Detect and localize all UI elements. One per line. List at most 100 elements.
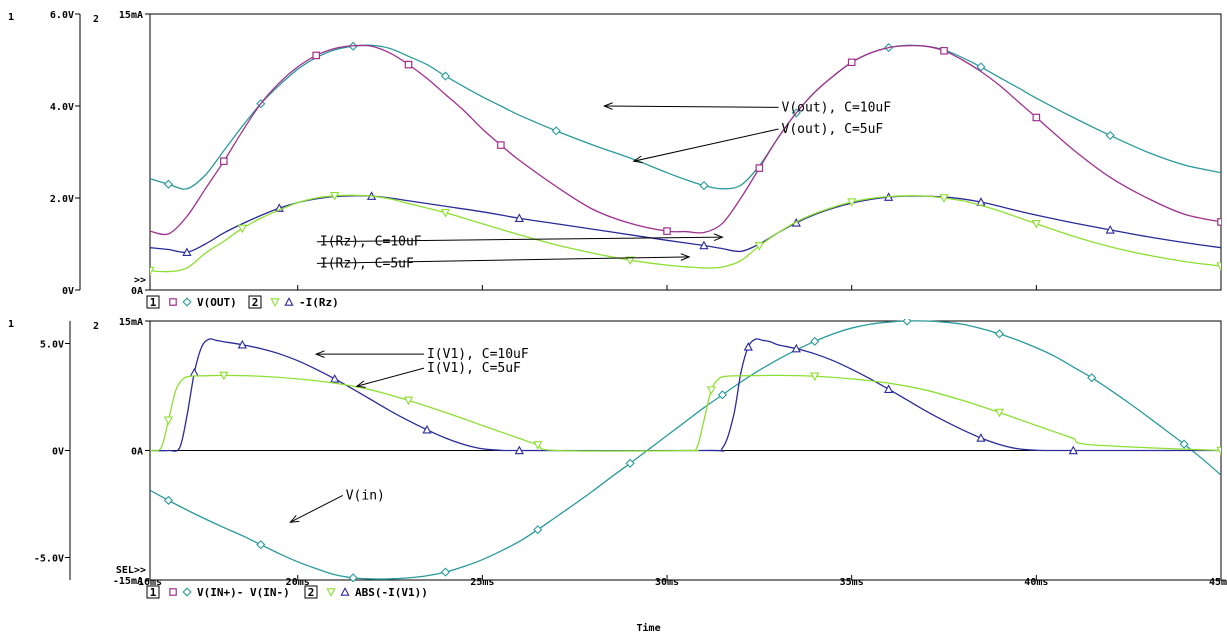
annotation-label: I(V1), C=5uF bbox=[427, 361, 521, 376]
data-point bbox=[163, 179, 174, 189]
left-axis-index: 1 bbox=[8, 319, 14, 330]
data-point bbox=[810, 336, 820, 346]
data-point bbox=[348, 573, 358, 582]
data-point bbox=[1031, 220, 1041, 229]
annotation-arrow-head bbox=[713, 233, 724, 241]
left-tick-label: 2.0V bbox=[50, 194, 74, 205]
series-line-tri-down bbox=[150, 194, 1221, 273]
series-square bbox=[150, 44, 1221, 236]
data-point bbox=[994, 408, 1005, 418]
legend-marker-tri-up bbox=[284, 297, 294, 306]
annotation-label: I(V1), C=10uF bbox=[427, 347, 529, 362]
annotation-label: I(Rz), C=5uF bbox=[320, 256, 414, 271]
data-point bbox=[791, 343, 801, 353]
data-point bbox=[663, 227, 671, 235]
annotation-arrow-line bbox=[633, 128, 779, 162]
annotation-arrow-line bbox=[290, 495, 343, 523]
x-tick-label: 16ms bbox=[138, 577, 162, 588]
legend-trace-name: V(IN+)- V(IN-) bbox=[197, 586, 290, 599]
right-tick-label: 0A bbox=[131, 447, 143, 458]
x-tick-label: 25ms bbox=[470, 577, 494, 588]
series-tri-up bbox=[150, 191, 1221, 257]
data-point bbox=[1032, 113, 1041, 122]
legend-trace-name: ABS(-I(V1)) bbox=[355, 586, 428, 599]
annotation-label: V(in) bbox=[346, 488, 385, 503]
x-tick-label: 30ms bbox=[655, 577, 679, 588]
x-tick-label: 40ms bbox=[1024, 577, 1048, 588]
right-tick-label: 0A bbox=[131, 286, 143, 297]
data-point bbox=[533, 525, 543, 535]
annotation-label: I(Rz), C=10uF bbox=[320, 235, 422, 250]
legend-axis-box bbox=[146, 585, 160, 599]
annotation-arrow-head bbox=[314, 350, 325, 358]
annotation-label: V(out), C=5uF bbox=[782, 122, 884, 137]
selection-marker: SEL>> bbox=[116, 565, 146, 576]
data-point bbox=[810, 372, 820, 382]
legend-trace-name: V(OUT) bbox=[197, 296, 237, 309]
data-point bbox=[1068, 445, 1078, 455]
legend-marker-square bbox=[169, 298, 177, 306]
legend-axis-box bbox=[248, 295, 262, 309]
legend-marker-diamond bbox=[182, 587, 192, 597]
right-tick-label: 15mA bbox=[119, 10, 143, 21]
data-point bbox=[150, 266, 155, 276]
series-diamond bbox=[150, 41, 1221, 191]
plot-frame-top bbox=[149, 13, 1222, 291]
data-point bbox=[219, 371, 229, 381]
series-line-diamond bbox=[150, 44, 1221, 190]
series-line-tri-down bbox=[150, 374, 1221, 452]
data-point bbox=[533, 441, 543, 450]
legend-trace-name: -I(Rz) bbox=[299, 296, 339, 309]
data-point bbox=[1105, 130, 1115, 141]
legend-axis-number: 1 bbox=[150, 296, 157, 309]
legend-axis-box bbox=[146, 295, 160, 309]
series-line-square bbox=[150, 44, 1221, 236]
data-point bbox=[940, 46, 948, 55]
data-point bbox=[440, 71, 451, 81]
data-point bbox=[743, 342, 753, 351]
data-point bbox=[994, 329, 1004, 339]
x-axis-title: Time bbox=[637, 622, 661, 634]
left-tick-label: 6.0V bbox=[50, 10, 74, 21]
data-point bbox=[847, 198, 857, 207]
annotation-arrow-head bbox=[632, 155, 643, 164]
data-point bbox=[699, 240, 709, 250]
legend-marker-tri-down bbox=[270, 298, 280, 307]
annotation-arrow-head bbox=[602, 102, 613, 110]
series-tri-down bbox=[150, 192, 1221, 276]
data-point bbox=[189, 367, 199, 377]
annotation-arrow-line bbox=[316, 236, 723, 243]
annotation-arrow-line bbox=[356, 367, 425, 387]
legend-axis-box bbox=[304, 585, 318, 599]
data-point bbox=[1216, 446, 1221, 456]
annotation-arrow-line bbox=[316, 256, 690, 264]
selection-marker: >> bbox=[134, 275, 146, 286]
data-point bbox=[514, 445, 524, 455]
data-point bbox=[1105, 224, 1115, 234]
data-point bbox=[237, 224, 247, 234]
right-tick-label: 15mA bbox=[119, 317, 143, 328]
right-axis-index: 2 bbox=[93, 14, 99, 25]
data-point bbox=[902, 319, 912, 326]
x-tick-label: 45ms bbox=[1209, 577, 1227, 588]
data-point bbox=[514, 213, 524, 222]
legend-marker-tri-down bbox=[326, 588, 336, 597]
legend-axis-number: 1 bbox=[150, 586, 157, 599]
data-point bbox=[755, 164, 764, 172]
left-tick-label: 4.0V bbox=[50, 102, 74, 113]
data-point bbox=[717, 390, 728, 400]
series-line-diamond bbox=[150, 320, 1221, 580]
legend-axis-number: 2 bbox=[252, 296, 259, 309]
data-point bbox=[1217, 218, 1221, 226]
data-point bbox=[404, 60, 413, 69]
data-point bbox=[1179, 439, 1189, 449]
left-tick-label: 0V bbox=[52, 447, 64, 458]
left-axis-index: 1 bbox=[8, 12, 14, 23]
data-point bbox=[440, 208, 451, 218]
data-point bbox=[976, 62, 986, 72]
right-tick-label: -15mA bbox=[113, 576, 143, 587]
left-tick-label: 5.0V bbox=[40, 339, 64, 350]
data-point bbox=[625, 256, 635, 266]
data-point bbox=[699, 181, 709, 191]
